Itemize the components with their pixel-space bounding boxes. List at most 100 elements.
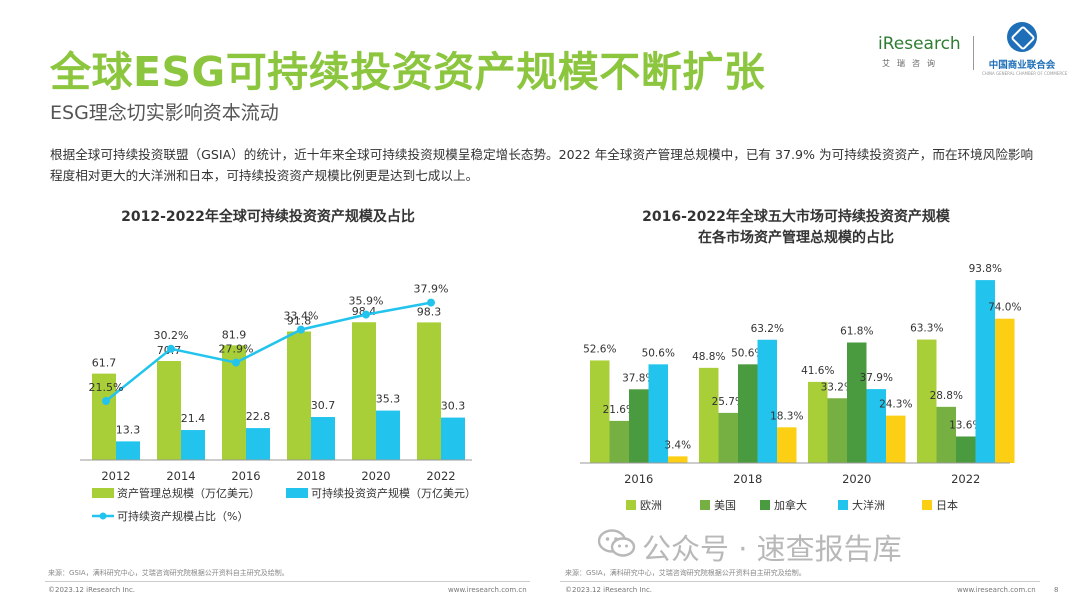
- bar-加拿大-2020: [847, 342, 867, 463]
- legend-swatch-日本: [922, 500, 932, 510]
- label-sustainable-2020: 35.3: [376, 393, 401, 406]
- x-tick-2020: 2020: [361, 469, 390, 483]
- bar-sustainable-2016: [246, 428, 270, 460]
- label-欧洲-2020: 41.6%: [801, 365, 834, 377]
- legend-label-大洋洲: 大洋洲: [852, 498, 885, 512]
- label-大洋洲-2016: 50.6%: [642, 347, 675, 359]
- bar-美国-2022: [936, 406, 956, 463]
- bar-sustainable-2012: [116, 441, 140, 460]
- legend-label-欧洲: 欧洲: [640, 499, 662, 512]
- legend-swatch-total: [92, 488, 114, 498]
- bar-加拿大-2018: [738, 364, 758, 463]
- x-tick-2012: 2012: [101, 469, 130, 483]
- label-sustainable-2012: 13.3: [116, 423, 141, 436]
- right-chart: 2016-2022年全球五大市场可持续投资资产规模 在各市场资产管理总规模的占比…: [580, 208, 1021, 512]
- bar-total-2022: [417, 322, 441, 460]
- cgcc-emblem-icon: [1007, 22, 1037, 52]
- label-加拿大-2022: 13.6%: [949, 419, 982, 431]
- legend-label-sustainable: 可持续投资资产规模（万亿美元）: [311, 486, 476, 500]
- bar-美国-2018: [718, 412, 738, 463]
- share-point-2022: [427, 298, 435, 307]
- label-sustainable-2022: 30.3: [441, 400, 466, 413]
- iresearch-logo-text: iResearch: [878, 34, 961, 54]
- bar-欧洲-2016: [590, 360, 610, 463]
- bar-日本-2016: [668, 456, 688, 463]
- bar-欧洲-2018: [699, 367, 719, 463]
- legend-swatch-大洋洲: [838, 500, 848, 510]
- source-note-right: 来源：GSIA，满科研究中心，艾瑞咨询研究院根据公开资料自主研究及绘制。: [565, 569, 806, 577]
- label-sustainable-2014: 21.4: [181, 412, 206, 425]
- bar-美国-2020: [827, 398, 847, 463]
- bar-sustainable-2014: [181, 430, 205, 460]
- bar-大洋洲-2016: [648, 364, 668, 463]
- bar-大洋洲-2018: [757, 339, 777, 463]
- cgcc-logo-en: CHINA GENERAL CHAMBER OF COMMERCE: [982, 71, 1068, 76]
- bar-欧洲-2022: [917, 339, 937, 463]
- share-label-2018: 33.4%: [284, 310, 319, 323]
- legend-label-日本: 日本: [936, 498, 958, 512]
- legend-label-加拿大: 加拿大: [774, 498, 807, 512]
- footer-divider-right: [560, 581, 1040, 582]
- bar-日本-2020: [886, 415, 906, 463]
- bar-加拿大-2016: [629, 389, 649, 463]
- bar-日本-2018: [777, 427, 797, 463]
- x-tick-2022: 2022: [426, 469, 455, 483]
- cgcc-logo-text: 中国商业联合会: [988, 60, 1056, 71]
- legend-label-美国: 美国: [714, 499, 736, 512]
- bar-total-2018: [287, 331, 311, 460]
- label-大洋洲-2022: 93.8%: [969, 263, 1002, 275]
- page-subtitle: ESG理念切实影响资本流动: [50, 102, 279, 124]
- label-欧洲-2016: 52.6%: [583, 343, 616, 355]
- legend-swatch-欧洲: [626, 500, 636, 510]
- label-日本-2018: 18.3%: [770, 410, 803, 422]
- left-chart: 2012-2022年全球可持续投资资产规模及占比 61.713.370.721.…: [80, 208, 476, 523]
- bar-加拿大-2022: [956, 436, 976, 463]
- label-total-2016: 81.9: [222, 328, 247, 341]
- legend-label-total: 资产管理总规模（万亿美元）: [117, 486, 260, 500]
- legend-label-share: 可持续资产规模占比（%）: [117, 509, 248, 523]
- website-left: www.iresearch.com.cn: [448, 586, 527, 594]
- label-大洋洲-2020: 37.9%: [860, 372, 893, 384]
- copyright-right: ©2023.12 iResearch Inc.: [565, 586, 653, 594]
- label-total-2022: 98.3: [417, 305, 442, 318]
- bar-sustainable-2018: [311, 417, 335, 460]
- page-title: 全球ESG可持续投资资产规模不断扩张: [50, 48, 766, 96]
- label-加拿大-2016: 37.8%: [622, 372, 655, 384]
- label-total-2012: 61.7: [92, 357, 117, 370]
- source-note-left: 来源：GSIA，满科研究中心，艾瑞咨询研究院根据公开资料自主研究及绘制。: [48, 569, 289, 577]
- copyright-left: ©2023.12 iResearch Inc.: [48, 586, 136, 594]
- label-大洋洲-2018: 63.2%: [751, 323, 784, 335]
- legend-swatch-美国: [700, 500, 710, 510]
- label-加拿大-2018: 50.6%: [731, 347, 764, 359]
- label-美国-2016: 21.6%: [603, 404, 636, 416]
- label-日本-2016: 3.4%: [664, 439, 691, 451]
- label-欧洲-2018: 48.8%: [692, 351, 725, 363]
- left-chart-title: 2012-2022年全球可持续投资资产规模及占比: [121, 208, 415, 225]
- right-chart-title-line2: 在各市场资产管理总规模的占比: [698, 229, 894, 246]
- label-欧洲-2022: 63.3%: [910, 323, 943, 335]
- x-tick-2020: 2020: [842, 472, 871, 486]
- logo-divider: [973, 36, 974, 70]
- page-number: 8: [1054, 586, 1059, 594]
- x-tick-2018: 2018: [296, 469, 325, 483]
- share-line: [105, 301, 432, 402]
- label-total-2018: 91.8: [287, 314, 312, 327]
- share-point-2016: [232, 358, 240, 367]
- x-tick-2016: 2016: [624, 472, 653, 486]
- label-sustainable-2016: 22.8: [246, 410, 271, 423]
- legend-marker-share: [99, 512, 107, 520]
- share-label-2016: 27.9%: [219, 343, 254, 356]
- share-point-2018: [297, 325, 305, 334]
- x-tick-2014: 2014: [166, 469, 195, 483]
- intro-paragraph: 根据全球可持续投资联盟（GSIA）的统计，近十年来全球可持续投资规模呈稳定增长态…: [50, 147, 1034, 183]
- label-加拿大-2020: 61.8%: [840, 325, 873, 337]
- cgcc-logo: 中国商业联合会 CHINA GENERAL CHAMBER OF COMMERC…: [982, 22, 1068, 76]
- share-point-2014: [167, 344, 175, 353]
- share-point-2012: [102, 397, 110, 405]
- x-tick-2016: 2016: [231, 469, 260, 483]
- right-chart-title-line1: 2016-2022年全球五大市场可持续投资资产规模: [642, 208, 951, 225]
- label-日本-2022: 74.0%: [988, 302, 1021, 314]
- share-label-2014: 30.2%: [154, 329, 189, 342]
- bar-sustainable-2020: [376, 410, 400, 460]
- legend-swatch-sustainable: [286, 488, 308, 498]
